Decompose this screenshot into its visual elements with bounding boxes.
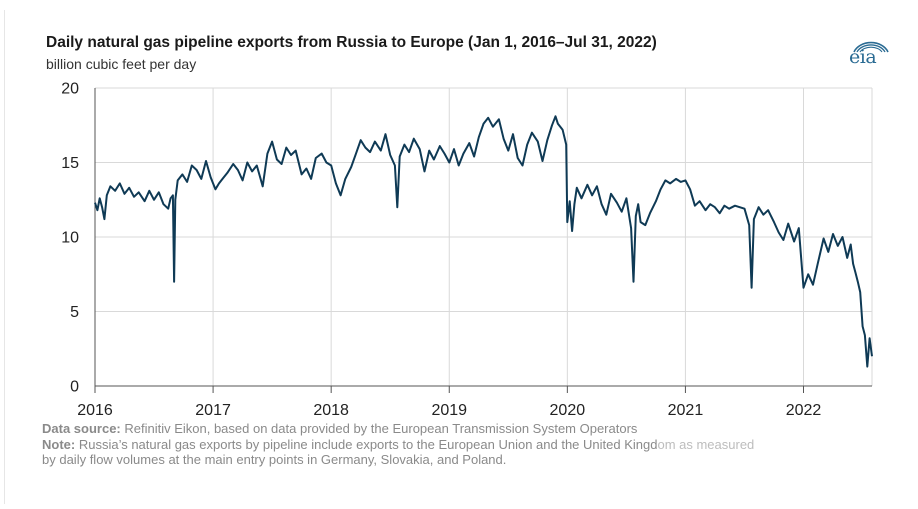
x-tick-label: 2022 [786, 402, 822, 419]
note-obscured-text: om as measured [657, 436, 755, 452]
eia-logo-arcs-icon [853, 41, 889, 53]
eia-logo: eia [849, 46, 877, 68]
y-tick-label: 20 [61, 81, 79, 98]
note-text: Russia’s natural gas exports by pipeline… [75, 436, 658, 452]
chart-title: Daily natural gas pipeline exports from … [46, 34, 657, 51]
y-tick-label: 0 [70, 379, 79, 396]
chart-subtitle: billion cubic feet per day [46, 56, 197, 72]
data-source-line: Data source: Refinitiv Eikon, based on d… [42, 421, 902, 437]
y-tick-label: 15 [61, 155, 79, 172]
x-tick-label: 2021 [668, 402, 704, 419]
line-chart: 0 5 10 15 20 2016 2017 2018 2019 2020 2021 2022 [61, 81, 873, 419]
series-line [94, 115, 873, 368]
data-source-label: Data source: [42, 421, 121, 436]
x-tick-label: 2016 [77, 402, 113, 419]
chart-frame [4, 10, 911, 504]
x-tick-label: 2019 [431, 402, 467, 419]
note-line-2: by daily flow volumes at the main entry … [42, 452, 507, 467]
y-tick-label: 10 [61, 230, 79, 247]
note-line: Note: Russia’s natural gas exports by pi… [42, 437, 902, 453]
x-tick-label: 2017 [195, 402, 231, 419]
chart-footer: Data source: Refinitiv Eikon, based on d… [42, 421, 902, 468]
x-tick-label: 2018 [313, 402, 349, 419]
y-tick-label: 5 [70, 304, 79, 321]
data-source-text: Refinitiv Eikon, based on data provided … [120, 421, 638, 436]
note-label: Note: [42, 436, 76, 452]
x-tick-label: 2020 [550, 402, 586, 419]
